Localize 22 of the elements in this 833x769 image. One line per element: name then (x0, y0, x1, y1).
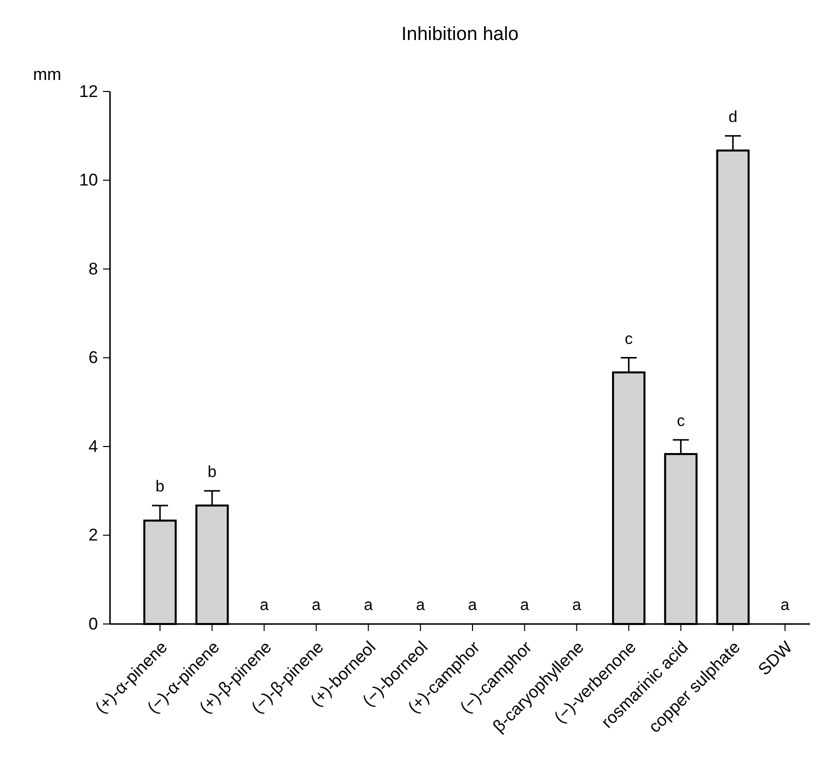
y-axis-title: mm (33, 65, 62, 84)
annotation: c (676, 412, 685, 430)
annotation: a (520, 597, 530, 614)
chart-title: Inhibition halo (401, 24, 519, 45)
annotation: b (156, 478, 165, 496)
annotation: a (416, 597, 425, 614)
annotation: d (728, 108, 738, 126)
annotation: a (364, 597, 373, 614)
y-tick-label: 10 (79, 170, 98, 190)
y-tick-label: 2 (88, 526, 98, 545)
y-tick-label: 12 (79, 82, 98, 101)
annotation: a (468, 597, 478, 614)
y-tick-label: 4 (88, 436, 98, 456)
y-tick-label: 8 (88, 259, 98, 278)
annotation: a (572, 597, 582, 614)
annotation: a (780, 597, 790, 614)
annotation: c (624, 330, 633, 348)
y-tick-label: 6 (88, 348, 98, 368)
annotation: b (208, 464, 217, 481)
annotation: a (260, 597, 269, 614)
y-tick-label: 0 (88, 614, 98, 634)
annotation: a (312, 597, 321, 614)
